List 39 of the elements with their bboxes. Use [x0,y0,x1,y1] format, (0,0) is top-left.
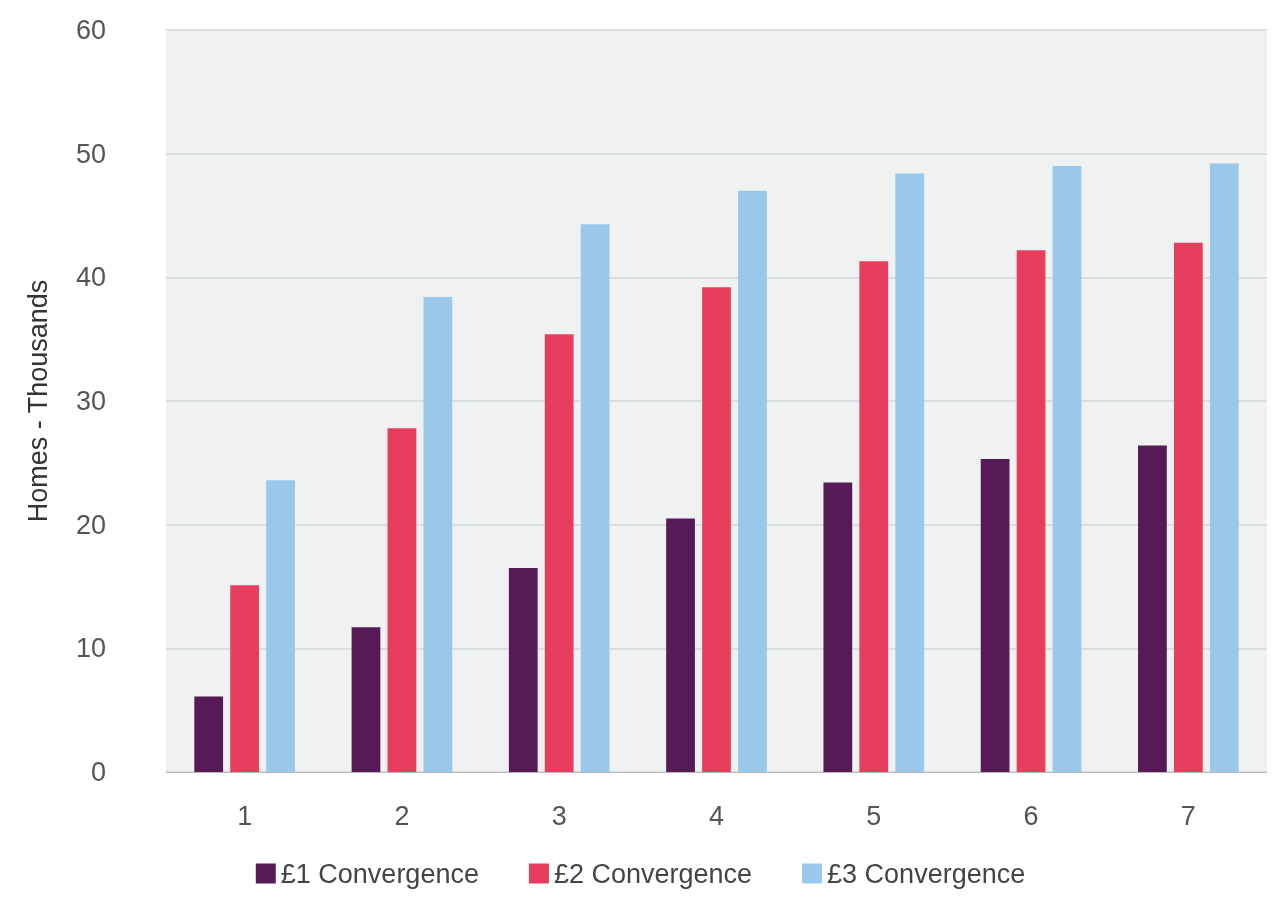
x-tick-label: 2 [394,800,410,831]
legend-label: £1 Convergence [280,858,479,889]
y-tick-label: 40 [75,262,106,293]
y-tick-label: 20 [75,509,106,540]
y-tick-label: 50 [75,138,106,169]
bar [508,567,538,772]
bar [351,627,381,772]
bar [580,224,610,772]
y-axis-title: Homes - Thousands [22,279,53,523]
bar [738,190,767,772]
bar [823,482,853,772]
y-tick-label: 10 [75,633,106,664]
legend-label: £2 Convergence [553,858,753,889]
y-tick-label: 60 [75,15,106,45]
bar [266,480,295,772]
bar [1173,242,1203,772]
bar [895,173,925,772]
x-tick-label: 3 [551,800,567,831]
bar [194,696,224,772]
y-tick-label: 30 [75,386,106,416]
bar [702,287,731,772]
bar [1138,445,1167,772]
bar [387,428,417,772]
bar [859,261,889,772]
bar [980,459,1010,772]
x-tick-label: 4 [708,800,725,831]
bar [544,334,574,772]
bar [1209,163,1239,772]
x-tick-label: 1 [237,800,253,831]
x-tick-label: 7 [1180,800,1196,831]
y-tick-label: 0 [90,757,106,787]
bar [230,585,260,772]
bar [1016,250,1046,772]
legend-label: £3 Convergence [827,858,1026,889]
x-tick-label: 5 [866,800,882,831]
bar [666,518,695,772]
bar [423,297,453,772]
bar [1052,166,1082,772]
x-tick-label: 6 [1023,800,1039,831]
